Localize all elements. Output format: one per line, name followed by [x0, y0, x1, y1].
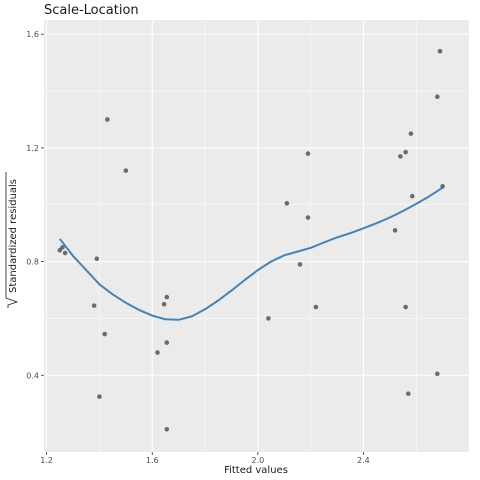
- data-point: [405, 391, 411, 397]
- data-point: [266, 316, 271, 321]
- data-point: [164, 426, 170, 432]
- y-tick-label: 0.4: [26, 371, 39, 380]
- data-point: [94, 256, 100, 262]
- data-point: [435, 94, 440, 100]
- smooth-line: [59, 186, 444, 321]
- data-point: [408, 131, 414, 136]
- data-point: [403, 304, 408, 310]
- square-root-icon: [5, 172, 19, 308]
- data-point: [392, 228, 398, 233]
- data-point: [161, 301, 167, 307]
- chart-title: Scale-Location: [44, 3, 139, 18]
- points-layer: [57, 48, 445, 432]
- y-tick-label: 1.6: [26, 30, 39, 39]
- plot-panel: [44, 20, 469, 452]
- x-tick-label: 2.0: [251, 456, 264, 465]
- data-point: [91, 303, 97, 308]
- data-point: [60, 245, 65, 250]
- data-point: [62, 250, 68, 256]
- x-axis-label: Fitted values: [224, 465, 288, 476]
- y-tick-label: 1.2: [26, 144, 39, 153]
- y-tick-label: 0.8: [26, 258, 39, 267]
- data-point: [409, 193, 415, 199]
- x-axis-ticks: 1.2 1.6 2.0 2.4: [40, 452, 370, 465]
- data-point: [297, 262, 303, 267]
- x-tick-label: 2.4: [357, 456, 370, 465]
- data-point: [155, 350, 160, 355]
- major-gridlines: [44, 20, 469, 452]
- data-point: [164, 294, 170, 300]
- x-tick-label: 1.6: [146, 456, 159, 465]
- data-point: [305, 151, 311, 156]
- data-point: [403, 149, 408, 155]
- y-axis-ticks: 0.4 0.8 1.2 1.6: [26, 30, 44, 380]
- data-point: [97, 394, 102, 399]
- data-point: [102, 331, 108, 337]
- data-point: [284, 201, 290, 206]
- y-axis-label-group: Standardized residuals: [5, 172, 19, 308]
- data-point: [313, 304, 319, 310]
- minor-gridlines: [44, 20, 469, 452]
- x-tick-label: 1.2: [40, 456, 53, 465]
- smooth-line-layer: [59, 186, 444, 321]
- data-point: [435, 371, 440, 377]
- data-point: [123, 168, 129, 173]
- data-point: [164, 340, 170, 345]
- data-point: [398, 154, 403, 159]
- data-point: [105, 117, 110, 122]
- data-point: [440, 183, 445, 189]
- y-axis-label: Standardized residuals: [8, 179, 19, 293]
- data-point: [437, 48, 443, 54]
- data-point: [305, 215, 311, 220]
